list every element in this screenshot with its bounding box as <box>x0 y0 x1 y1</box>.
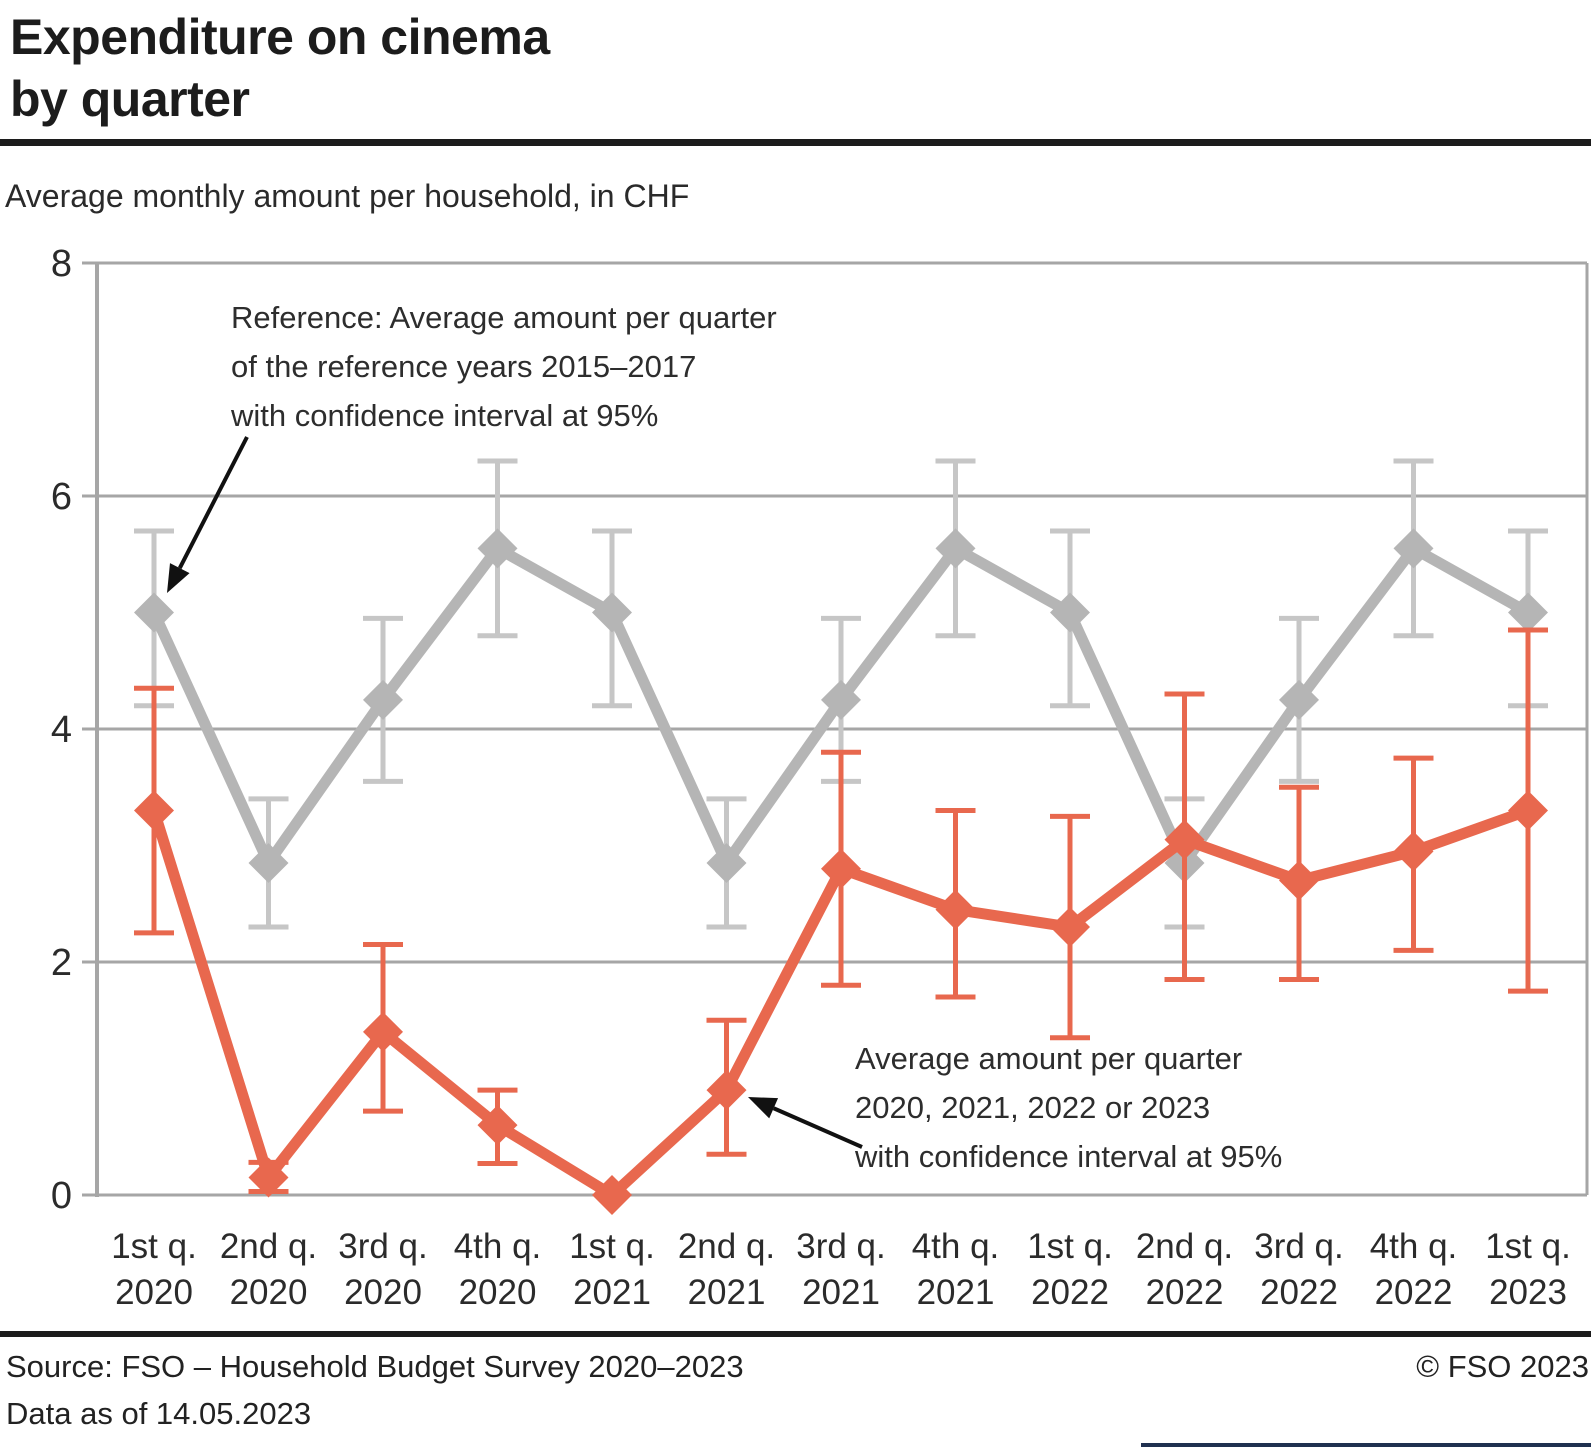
x-tick-year-label: 2022 <box>1375 1273 1453 1312</box>
x-tick-quarter-label: 4th q. <box>912 1227 1000 1266</box>
x-tick-year-label: 2020 <box>459 1273 537 1312</box>
gridlines <box>82 261 1589 1197</box>
x-tick-year-label: 2022 <box>1031 1273 1109 1312</box>
data-point-marker <box>1393 831 1434 872</box>
x-tick-quarter-label: 1st q. <box>111 1227 197 1266</box>
data-point-marker <box>363 679 403 720</box>
x-tick-year-label: 2022 <box>1146 1273 1224 1312</box>
page-title: Expenditure on cinema by quarter <box>10 6 550 130</box>
data-point-marker <box>1279 679 1319 720</box>
actual-annotation-arrow-head <box>748 1097 779 1119</box>
data-point-marker <box>935 889 976 930</box>
y-tick-label: 0 <box>51 1175 72 1217</box>
data-point-marker <box>592 592 632 633</box>
x-tick-year-label: 2020 <box>115 1273 193 1312</box>
annotation-reference-series: Reference: Average amount per quarter of… <box>231 293 777 440</box>
y-tick-label: 6 <box>51 476 72 518</box>
data-point-marker <box>1279 860 1319 901</box>
annotation-reference-line3: with confidence interval at 95% <box>231 398 659 433</box>
data-point-marker <box>821 679 861 720</box>
x-tick-year-label: 2022 <box>1260 1273 1338 1312</box>
data-point-marker <box>248 1157 289 1198</box>
x-tick-quarter-label: 1st q. <box>1485 1227 1571 1266</box>
chart-subtitle: Average monthly amount per household, in… <box>5 178 690 214</box>
annotation-actual-line2: 2020, 2021, 2022 or 2023 <box>855 1090 1211 1125</box>
x-tick-year-label: 2021 <box>573 1273 651 1312</box>
data-point-marker <box>248 842 289 883</box>
x-tick-year-label: 2023 <box>1489 1273 1567 1312</box>
data-point-marker <box>706 1070 747 1111</box>
y-tick-label: 4 <box>51 709 72 751</box>
y-tick-label: 8 <box>51 243 72 285</box>
data-point-marker <box>821 848 861 889</box>
x-tick-quarter-label: 3rd q. <box>338 1227 428 1266</box>
data-point-marker <box>1508 592 1548 633</box>
data-point-marker <box>1050 592 1090 633</box>
x-tick-year-label: 2021 <box>917 1273 995 1312</box>
x-tick-quarter-label: 4th q. <box>454 1227 542 1266</box>
x-axis-labels: 1st q. 2020 2nd q. 2020 3rd q. 2020 4th q. 2020… <box>111 1227 1571 1312</box>
x-tick-quarter-label: 2nd q. <box>220 1227 317 1266</box>
page-title-line2: by quarter <box>10 71 250 127</box>
copyright-text: © FSO 2023 <box>1416 1349 1589 1384</box>
annotation-reference-line1: Reference: Average amount per quarter <box>231 300 777 335</box>
x-tick-quarter-label: 2nd q. <box>678 1227 775 1266</box>
y-tick-label: 2 <box>51 942 72 984</box>
bottom-accent-bar <box>1141 1443 1591 1447</box>
x-tick-year-label: 2020 <box>230 1273 308 1312</box>
x-tick-quarter-label: 3rd q. <box>1254 1227 1344 1266</box>
reference-annotation-arrow-head <box>167 563 190 593</box>
data-point-marker <box>1164 819 1205 860</box>
x-tick-quarter-label: 1st q. <box>1027 1227 1113 1266</box>
actual-annotation-arrow-line <box>772 1106 863 1149</box>
page-title-line1: Expenditure on cinema <box>10 9 550 65</box>
data-point-marker <box>134 592 174 633</box>
data-point-marker <box>706 842 747 883</box>
data-point-marker <box>134 790 174 831</box>
x-tick-quarter-label: 2nd q. <box>1136 1227 1233 1266</box>
data-point-marker <box>477 528 518 569</box>
annotation-actual-series: Average amount per quarter 2020, 2021, 2… <box>855 1034 1282 1181</box>
data-point-marker <box>1508 790 1548 831</box>
reference-series <box>134 458 1548 930</box>
data-point-marker <box>477 1105 518 1146</box>
data-point-marker <box>592 1175 632 1215</box>
source-text: Source: FSO – Household Budget Survey 20… <box>6 1349 744 1384</box>
actual-series <box>134 627 1548 1215</box>
x-tick-year-label: 2021 <box>802 1273 880 1312</box>
y-axis-labels: 0 2 4 6 8 <box>51 243 72 1217</box>
data-as-of-text: Data as of 14.05.2023 <box>6 1396 312 1431</box>
x-tick-quarter-label: 4th q. <box>1370 1227 1458 1266</box>
annotation-arrows <box>167 436 863 1149</box>
annotation-reference-line2: of the reference years 2015–2017 <box>231 349 697 384</box>
annotation-actual-line1: Average amount per quarter <box>855 1041 1243 1076</box>
annotation-actual-line3: with confidence interval at 95% <box>855 1139 1283 1174</box>
footer-divider-rule <box>0 1331 1591 1337</box>
x-tick-quarter-label: 1st q. <box>569 1227 655 1266</box>
x-tick-quarter-label: 3rd q. <box>796 1227 886 1266</box>
reference-annotation-arrow-line <box>177 436 249 569</box>
x-tick-year-label: 2021 <box>688 1273 766 1312</box>
title-divider-rule <box>0 139 1591 146</box>
data-point-marker <box>1050 907 1090 948</box>
data-point-marker <box>1393 528 1434 569</box>
x-tick-year-label: 2020 <box>344 1273 422 1312</box>
data-point-marker <box>363 1011 403 1052</box>
data-point-marker <box>935 528 976 569</box>
